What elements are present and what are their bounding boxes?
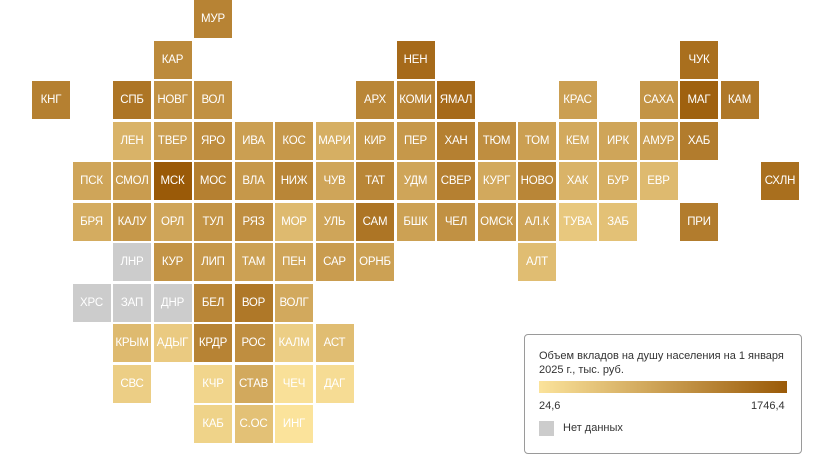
- region-tile: ИВА: [234, 121, 273, 160]
- region-tile: СПБ: [113, 81, 151, 119]
- region-tile: ИРК: [599, 121, 637, 160]
- region-tile: ТВЕР: [153, 121, 192, 160]
- region-tile: МСК: [153, 162, 192, 200]
- region-tile: КАБ: [194, 405, 232, 443]
- legend-no-data-swatch: [539, 421, 554, 436]
- region-tile: КАМ: [720, 81, 759, 119]
- region-tile: БШК: [396, 202, 435, 241]
- region-tile: УЛЬ: [315, 202, 354, 241]
- region-tile: ЧЕЧ: [275, 364, 313, 403]
- region-tile: ТОМ: [518, 121, 556, 160]
- region-tile: ЧУК: [680, 40, 718, 79]
- region-tile: ЛИП: [194, 243, 232, 281]
- region-tile: РОС: [234, 324, 273, 362]
- region-tile: ЯРО: [194, 121, 232, 160]
- region-tile: ХАК: [558, 162, 597, 200]
- region-tile: ЯМАЛ: [437, 81, 475, 119]
- region-tile: ЧЕЛ: [437, 202, 475, 241]
- region-tile: СТАВ: [234, 364, 273, 403]
- region-tile: НОВО: [518, 162, 556, 200]
- region-tile: АЛ.К: [518, 202, 556, 241]
- region-tile: МУР: [194, 0, 232, 38]
- region-tile: МОР: [275, 202, 313, 241]
- region-tile: СВС: [113, 364, 151, 403]
- region-tile: СВЕР: [437, 162, 475, 200]
- region-tile: АЛТ: [518, 243, 556, 281]
- region-tile: С.ОС: [234, 405, 273, 443]
- region-tile: ДНР: [153, 283, 192, 322]
- region-tile: ОРЛ: [153, 202, 192, 241]
- region-tile: ТАМ: [234, 243, 273, 281]
- region-tile: САХА: [639, 81, 678, 119]
- region-tile: ОРНБ: [356, 243, 394, 281]
- region-tile: АДЫГ: [153, 324, 192, 362]
- region-tile: САМ: [356, 202, 394, 241]
- region-tile: СХЛН: [761, 162, 799, 200]
- region-tile: КОС: [275, 121, 313, 160]
- region-tile: ОМСК: [477, 202, 516, 241]
- region-tile: ТУВА: [558, 202, 597, 241]
- region-tile: КАЛУ: [113, 202, 151, 241]
- region-tile: НИЖ: [275, 162, 313, 200]
- legend-title: Объем вкладов на душу населения на 1 янв…: [539, 350, 784, 376]
- region-tile: МАГ: [680, 81, 718, 119]
- region-tile: ЗАП: [113, 283, 151, 322]
- region-tile: ИНГ: [275, 405, 313, 443]
- region-tile: ЧУВ: [315, 162, 354, 200]
- region-tile: КНГ: [32, 81, 70, 119]
- region-tile: КЧР: [194, 364, 232, 403]
- region-tile: ТЮМ: [477, 121, 516, 160]
- region-tile: АСТ: [315, 324, 354, 362]
- region-tile: СМОЛ: [113, 162, 151, 200]
- region-tile: ВОЛ: [194, 81, 232, 119]
- region-tile: ПРИ: [680, 202, 718, 241]
- region-tile: КАЛМ: [275, 324, 313, 362]
- legend-no-data-label: Нет данных: [563, 422, 623, 434]
- region-tile: КРЫМ: [113, 324, 151, 362]
- region-tile: КОМИ: [396, 81, 435, 119]
- region-tile: КУРГ: [477, 162, 516, 200]
- region-tile: БРЯ: [72, 202, 111, 241]
- region-tile: ТУЛ: [194, 202, 232, 241]
- legend-color-scale: [539, 381, 787, 393]
- region-tile: БЕЛ: [194, 283, 232, 322]
- region-tile: НОВГ: [153, 81, 192, 119]
- legend: Объем вкладов на душу населения на 1 янв…: [524, 334, 802, 454]
- region-tile: ЕВР: [639, 162, 678, 200]
- region-tile: МАРИ: [315, 121, 354, 160]
- region-tile: КУР: [153, 243, 192, 281]
- region-tile: САР: [315, 243, 354, 281]
- region-tile: КИР: [356, 121, 394, 160]
- region-tile: ХАБ: [680, 121, 718, 160]
- region-tile: АМУР: [639, 121, 678, 160]
- legend-min-label: 24,6: [539, 400, 561, 412]
- region-tile: РЯЗ: [234, 202, 273, 241]
- region-tile: НЕН: [396, 40, 435, 79]
- region-tile: ПЕН: [275, 243, 313, 281]
- region-tile: ХРС: [72, 283, 111, 322]
- region-tile: КРДР: [194, 324, 232, 362]
- legend-max-label: 1746,4: [751, 400, 785, 412]
- region-tile: ТАТ: [356, 162, 394, 200]
- region-tile: ЛНР: [113, 243, 151, 281]
- region-tile: КАР: [153, 40, 192, 79]
- region-tile: ВОР: [234, 283, 273, 322]
- region-tile: УДМ: [396, 162, 435, 200]
- region-tile: ЗАБ: [599, 202, 637, 241]
- region-tile: ХАН: [437, 121, 475, 160]
- region-tile: ВЛА: [234, 162, 273, 200]
- region-tile: АРХ: [356, 81, 394, 119]
- region-tile: КЕМ: [558, 121, 597, 160]
- region-tile: БУР: [599, 162, 637, 200]
- region-tile: КРАС: [558, 81, 597, 119]
- region-tile: ПЕР: [396, 121, 435, 160]
- region-tile: ДАГ: [315, 364, 354, 403]
- region-tile: ВОЛГ: [275, 283, 313, 322]
- region-tile: МОС: [194, 162, 232, 200]
- region-tile: ПСК: [72, 162, 111, 200]
- region-tile: ЛЕН: [113, 121, 151, 160]
